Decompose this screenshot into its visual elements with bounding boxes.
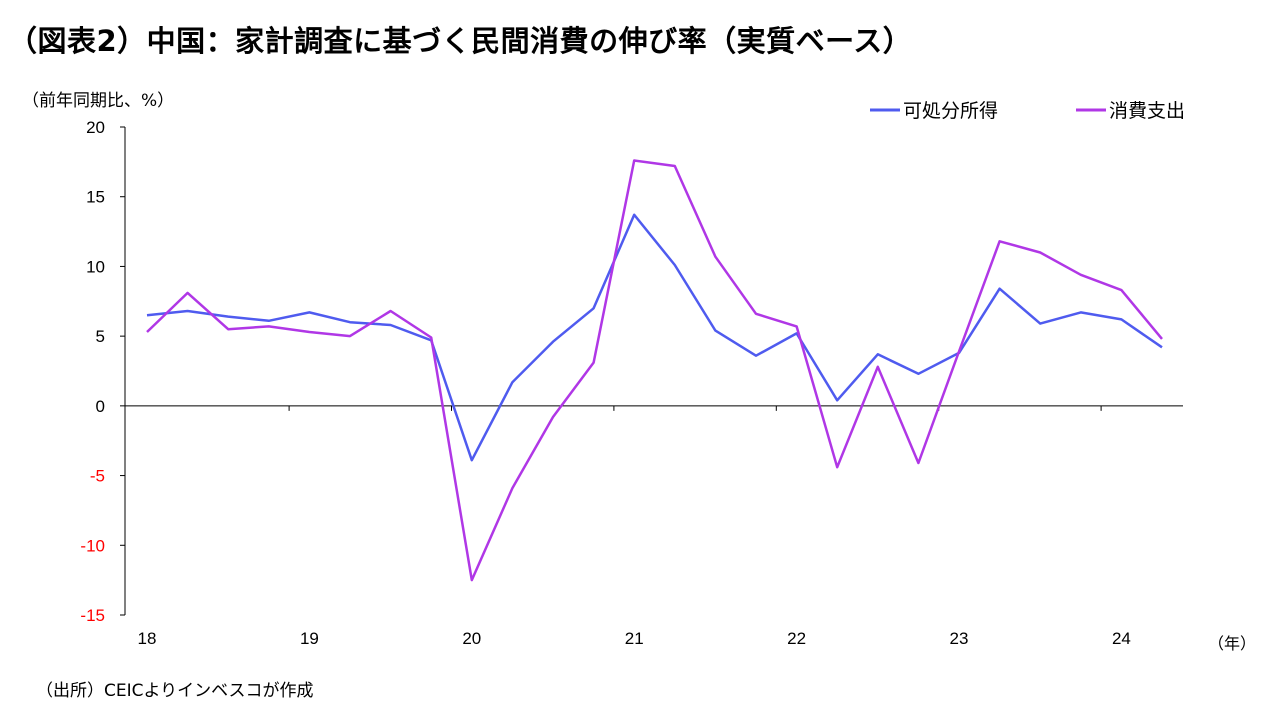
y-tick-label: -5	[90, 467, 105, 486]
legend-label: 可処分所得	[903, 100, 998, 122]
series-lines	[146, 159, 1163, 582]
chart-title: （図表2）中国：家計調査に基づく民間消費の伸び率（実質ベース）	[8, 24, 913, 58]
y-tick-label: 10	[86, 257, 105, 276]
x-tick-label: 24	[1112, 629, 1131, 648]
legend: 可処分所得 消費支出	[870, 100, 1185, 122]
series-line-1	[146, 213, 1163, 462]
y-tick-label: -10	[80, 536, 105, 555]
y-tick-label: 0	[96, 397, 105, 416]
x-tick-label: 23	[950, 629, 969, 648]
x-tick-label: 18	[138, 629, 157, 648]
x-tick-label: 21	[625, 629, 644, 648]
x-tick-label: 19	[300, 629, 319, 648]
source-note: （出所）CEICよりインベスコが作成	[36, 681, 314, 701]
y-axis-unit-label: （前年同期比、%）	[22, 91, 175, 111]
x-tick-label: 20	[462, 629, 481, 648]
legend-label: 消費支出	[1109, 100, 1185, 122]
series-line-2	[146, 159, 1163, 582]
x-tick-label: 22	[787, 629, 806, 648]
y-tick-label: 20	[86, 118, 105, 137]
y-tick-label: 5	[96, 327, 105, 346]
y-axis: 20 15 10 5 0 -5 -10 -15	[80, 118, 126, 625]
x-axis: 18 19 20 21 22 23 24	[125, 405, 1183, 648]
y-tick-label: 15	[86, 188, 105, 207]
x-axis-unit-label: （年）	[1208, 634, 1257, 653]
y-tick-label: -15	[80, 606, 105, 625]
